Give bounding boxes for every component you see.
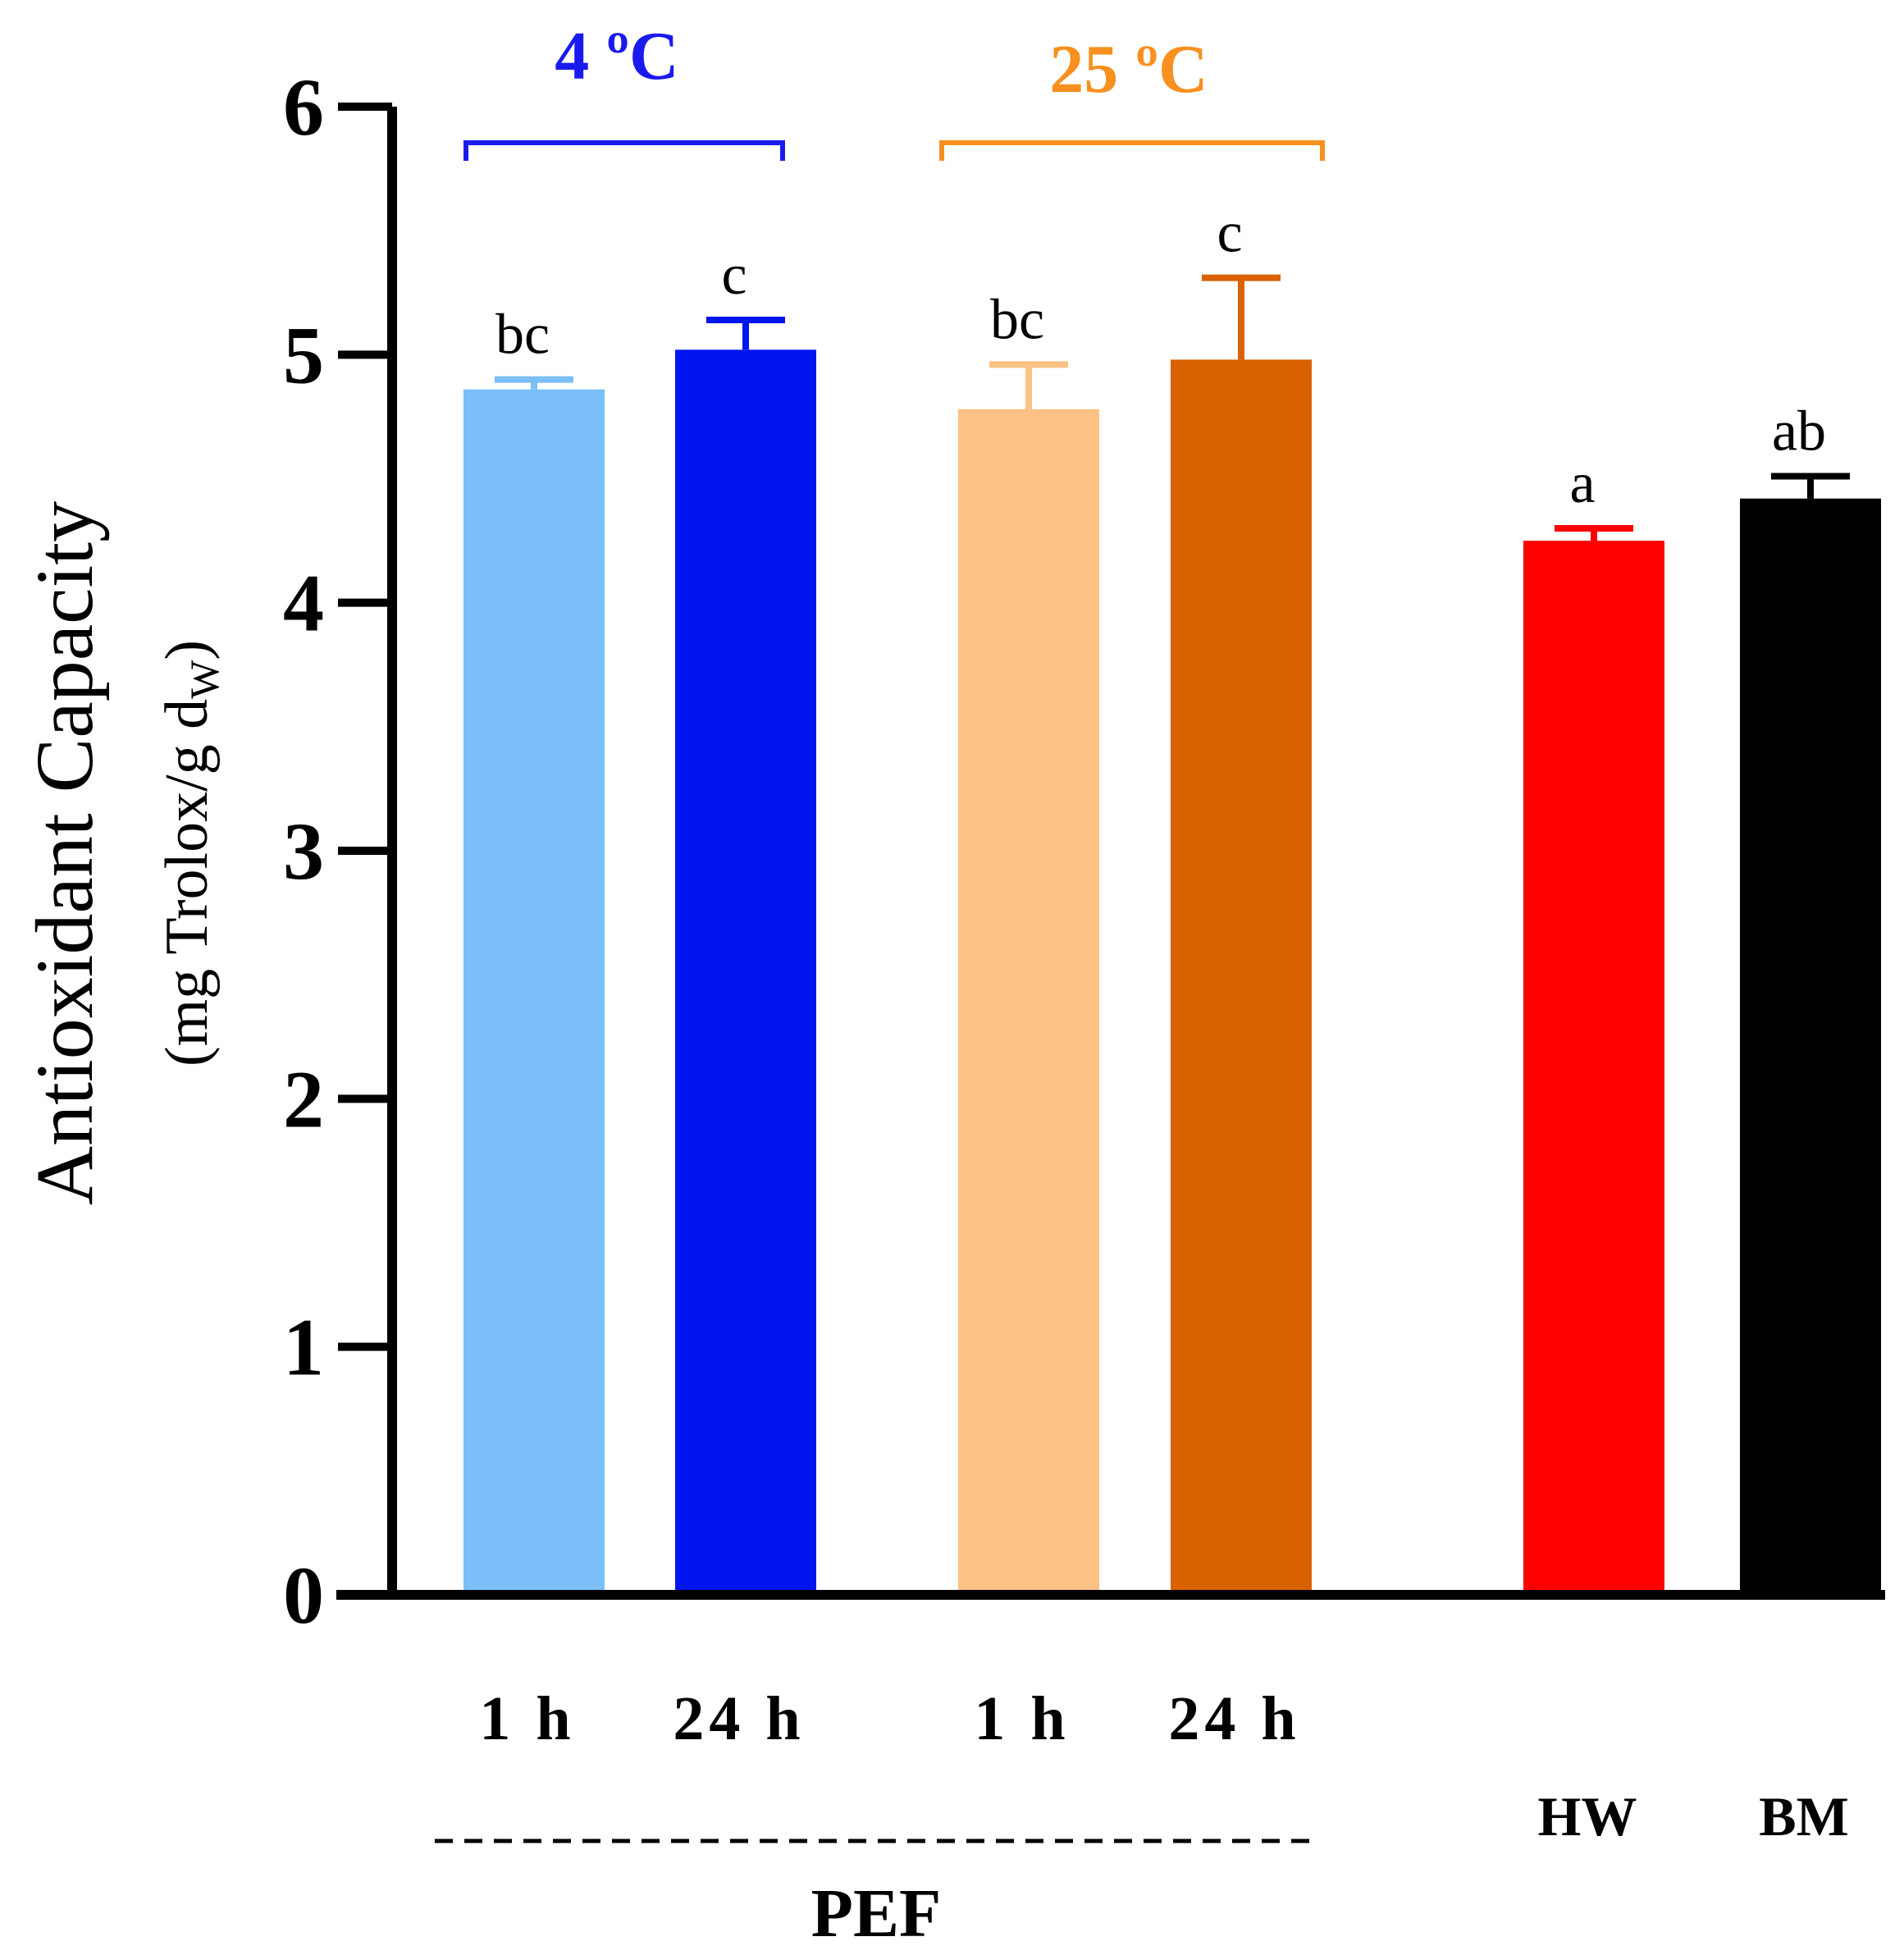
significance-label-1-24-h: c	[721, 244, 747, 307]
significance-label-4-hw: a	[1569, 452, 1595, 515]
x-tick-label-1-24-h: 24 h	[673, 1684, 805, 1753]
x-tick-label-2-1-h: 1 h	[974, 1684, 1070, 1753]
group-bracket-4c	[463, 140, 785, 161]
x-axis-tick-labels: 1 h 24 h 1 h 24 h HW BM	[479, 1684, 1848, 1848]
y-axis-units-subscript: W	[181, 660, 227, 699]
bars	[463, 349, 1881, 1596]
bar-5-bm	[1740, 498, 1881, 1595]
group-label-25c: 25 ºC	[1049, 31, 1208, 107]
group-label-4c: 4 ºC	[555, 18, 678, 94]
bar-0-1-h	[463, 389, 605, 1595]
pef-label: PEF	[811, 1875, 942, 1952]
y-axis-ticks: 0 1 2 3 4 5 6	[283, 62, 392, 1641]
y-tick-label-5: 5	[283, 309, 324, 400]
y-axis-units-open: (mg Trolox/g d	[153, 699, 221, 1067]
bar-2-1-h	[958, 409, 1099, 1595]
y-axis-units-close: )	[153, 640, 221, 660]
significance-label-0-1-h: bc	[495, 304, 550, 367]
x-tick-label-3-24-h: 24 h	[1168, 1684, 1300, 1753]
bar-3-24-h	[1171, 359, 1312, 1595]
group-bracket-25c	[939, 140, 1325, 161]
y-tick-label-2: 2	[283, 1053, 324, 1144]
y-tick-label-6: 6	[283, 62, 324, 153]
y-tick-label-3: 3	[283, 806, 324, 897]
error-bars	[495, 274, 1850, 541]
temperature-group-brackets: 4 ºC 25 ºC	[463, 18, 1325, 161]
significance-label-2-1-h: bc	[990, 288, 1044, 351]
bar-4-hw	[1523, 541, 1664, 1596]
x-tick-label-0-1-h: 1 h	[479, 1684, 575, 1753]
y-axis-units: (mg Trolox/g dW)	[153, 640, 227, 1067]
y-tick-label-1: 1	[283, 1302, 324, 1393]
x-tick-label-5-bm: BM	[1759, 1785, 1849, 1848]
significance-label-3-24-h: c	[1217, 202, 1242, 265]
y-axis-title: Antioxidant Capacity	[19, 501, 110, 1205]
x-tick-label-4-hw: HW	[1538, 1785, 1637, 1848]
y-tick-label-0: 0	[283, 1550, 324, 1641]
bar-1-24-h	[675, 349, 816, 1596]
y-tick-label-4: 4	[283, 558, 324, 649]
significance-label-5-bm: ab	[1772, 400, 1826, 463]
significance-labels: bc c bc c a ab	[495, 202, 1826, 515]
